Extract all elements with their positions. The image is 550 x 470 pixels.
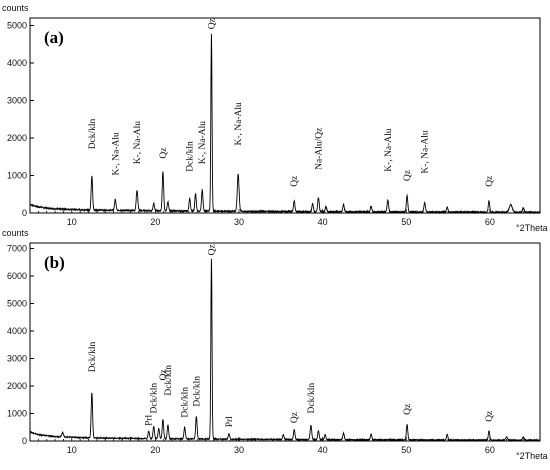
plot-frame-a — [29, 17, 541, 214]
x-tick-label: 40 — [318, 217, 328, 227]
plot-frame-b — [29, 242, 541, 442]
y-tick-label: 6000 — [7, 271, 27, 281]
y-tick-label: 4000 — [7, 326, 27, 336]
xrd-panel-b: counts °2Theta (b) 0 1000 2000 3000 4000 5000… — [2, 228, 548, 461]
y-tick-label: 3000 — [7, 96, 27, 106]
x-tick-label: 10 — [67, 217, 77, 227]
y-axis-label-a: counts — [2, 3, 29, 13]
peak-label: Dck/kln — [150, 383, 160, 414]
peak-label: Prl — [225, 416, 235, 427]
x-tick-label: 60 — [485, 445, 495, 455]
y-tick-label: 1000 — [7, 171, 27, 181]
axis-ticks-b: 0 1000 2000 3000 4000 5000 6000 7000 10 20 30 40 50 6… — [7, 244, 541, 455]
y-tick-label: 1000 — [7, 409, 27, 419]
peak-label: Qz — [403, 170, 413, 181]
peak-label: Dck/kln — [186, 141, 196, 172]
y-tick-label: 5000 — [7, 21, 27, 31]
peak-label: Qz — [207, 18, 217, 29]
x-tick-label: 20 — [150, 217, 160, 227]
peak-label: K-, Na-Alu — [198, 121, 208, 165]
y-tick-label: 2000 — [7, 133, 27, 143]
peak-label: Dck/kln — [181, 387, 191, 418]
peak-label: Dck/kln — [307, 383, 317, 414]
diffraction-trace-a — [29, 33, 541, 215]
x-tick-label: 40 — [318, 445, 328, 455]
diffraction-trace-b — [29, 258, 541, 443]
y-tick-label: 7000 — [7, 244, 27, 254]
x-tick-label: 50 — [401, 445, 411, 455]
peak-label: Dck/kln — [88, 118, 98, 149]
x-axis-label-b: °2Theta — [516, 451, 548, 461]
peak-label: K-, Na-Alu — [421, 130, 431, 174]
x-tick-label: 20 — [150, 445, 160, 455]
peak-label: K-, Na-Alu — [111, 132, 121, 176]
peak-label: Qz — [403, 404, 413, 415]
peak-label: Na-Alu/Qz — [314, 128, 324, 170]
peak-label: Qz — [485, 411, 495, 422]
y-tick-label: 0 — [22, 208, 27, 218]
peak-label: Qz — [159, 369, 169, 380]
y-tick-label: 2000 — [7, 381, 27, 391]
panel-label-a: (a) — [44, 28, 64, 47]
y-axis-label-b: counts — [2, 228, 29, 238]
panel-label-b: (b) — [44, 253, 65, 272]
peak-label: Prl — [145, 414, 155, 425]
peak-label: Qz — [290, 176, 300, 187]
y-tick-label: 0 — [22, 436, 27, 446]
peak-label: Dck/kln — [88, 341, 98, 372]
x-tick-label: 50 — [401, 217, 411, 227]
peak-label: K-, Na-Alu — [384, 128, 394, 172]
peak-label: Qz — [207, 244, 217, 255]
peak-label: Dck/kln — [192, 376, 202, 407]
xrd-panel-a: counts °2Theta (a) 0 1000 2000 3000 4000 5000… — [2, 3, 548, 233]
y-tick-label: 5000 — [7, 299, 27, 309]
peak-label: Dck/kln — [164, 365, 174, 396]
peak-annotations-a: Dck/kln K-, Na-Alu K-, Na-Alu Qz Dck/kln K-, … — [88, 18, 495, 187]
y-tick-label: 3000 — [7, 354, 27, 364]
y-tick-label: 4000 — [7, 58, 27, 68]
peak-label: K-, Na-Alu — [133, 121, 143, 165]
peak-label: Qz — [159, 148, 169, 159]
x-tick-label: 60 — [485, 217, 495, 227]
x-tick-label: 30 — [234, 217, 244, 227]
peak-label: Qz — [290, 412, 300, 423]
x-tick-label: 10 — [67, 445, 77, 455]
x-tick-label: 30 — [234, 445, 244, 455]
peak-label: K-, Na-Alu — [234, 102, 244, 146]
x-axis-label-a: °2Theta — [516, 223, 548, 233]
peak-label: Qz — [485, 176, 495, 187]
